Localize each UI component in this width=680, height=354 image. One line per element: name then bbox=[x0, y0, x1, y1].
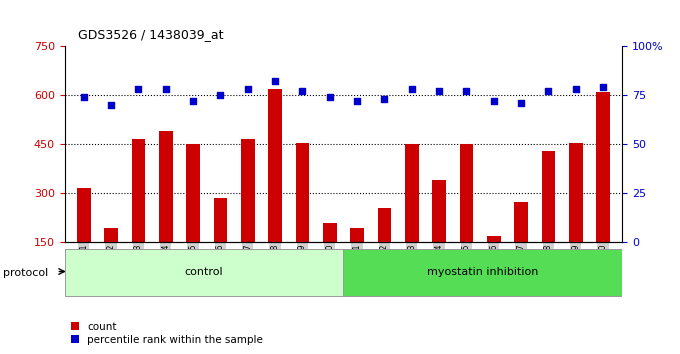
Legend: count, percentile rank within the sample: count, percentile rank within the sample bbox=[67, 317, 267, 349]
Bar bbox=[405, 144, 419, 292]
Text: myostatin inhibition: myostatin inhibition bbox=[427, 267, 539, 276]
Point bbox=[270, 79, 281, 84]
Bar bbox=[268, 88, 282, 292]
Bar bbox=[541, 151, 556, 292]
Point bbox=[515, 100, 526, 106]
Point bbox=[242, 86, 253, 92]
Text: GDS3526 / 1438039_at: GDS3526 / 1438039_at bbox=[78, 28, 224, 41]
Point bbox=[598, 85, 609, 90]
Text: control: control bbox=[185, 267, 223, 276]
Point bbox=[188, 98, 199, 104]
Bar bbox=[131, 139, 146, 292]
Point bbox=[352, 98, 362, 104]
Point bbox=[133, 86, 144, 92]
Bar bbox=[296, 143, 309, 292]
Point bbox=[78, 94, 89, 100]
Bar bbox=[323, 223, 337, 292]
Bar bbox=[432, 180, 446, 292]
Bar bbox=[186, 144, 200, 292]
Text: protocol: protocol bbox=[3, 268, 49, 278]
Bar bbox=[487, 236, 500, 292]
Bar bbox=[514, 201, 528, 292]
Bar bbox=[104, 228, 118, 292]
Point bbox=[379, 96, 390, 102]
Bar bbox=[65, 249, 343, 297]
Point bbox=[406, 86, 417, 92]
Point bbox=[488, 98, 499, 104]
Point bbox=[215, 92, 226, 98]
Point bbox=[324, 94, 335, 100]
Bar bbox=[596, 92, 610, 292]
Bar bbox=[77, 188, 90, 292]
Bar bbox=[214, 198, 227, 292]
Point bbox=[160, 86, 171, 92]
Point bbox=[105, 102, 116, 108]
Bar bbox=[159, 131, 173, 292]
Point bbox=[543, 88, 554, 94]
Point bbox=[434, 88, 445, 94]
Point bbox=[297, 88, 308, 94]
Bar bbox=[460, 144, 473, 292]
Bar bbox=[350, 228, 364, 292]
Point bbox=[571, 86, 581, 92]
Point bbox=[461, 88, 472, 94]
Bar bbox=[343, 249, 622, 297]
Bar bbox=[569, 143, 583, 292]
Bar bbox=[377, 208, 391, 292]
Bar bbox=[241, 139, 254, 292]
